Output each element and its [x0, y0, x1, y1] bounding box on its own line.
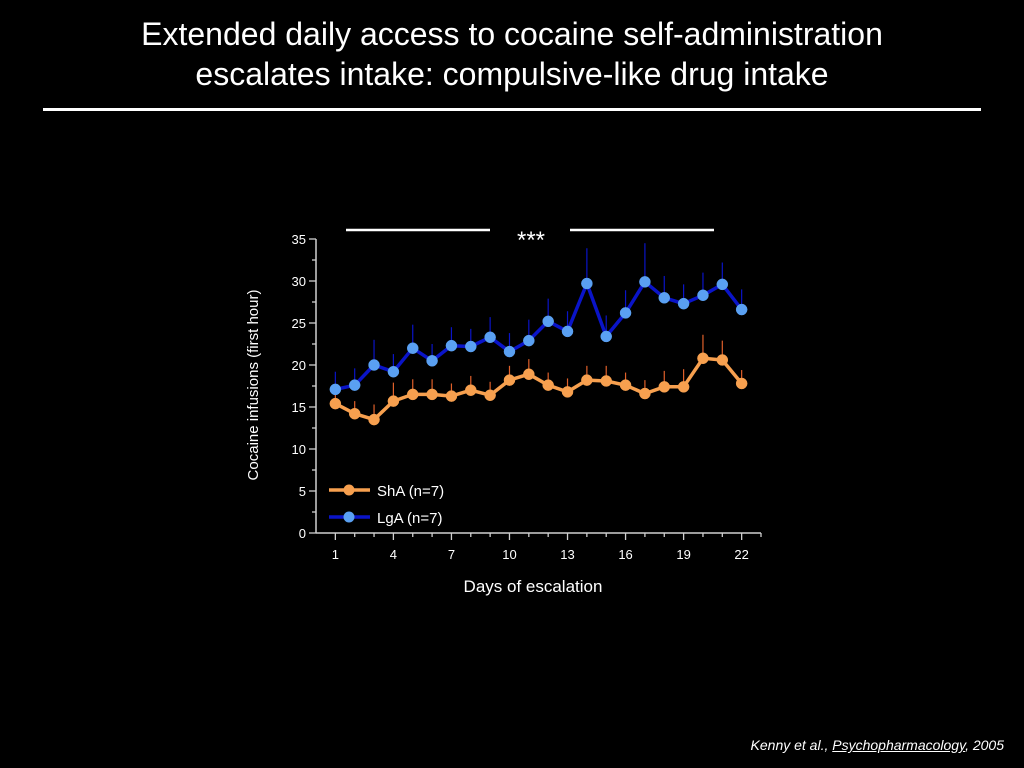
lga-data-point [465, 340, 477, 353]
lga-data-point [735, 303, 748, 316]
slide-title-line-2: escalates intake: compulsive-like drug i… [195, 56, 829, 92]
sha-data-point [348, 407, 361, 420]
lga-data-point [561, 325, 574, 338]
sha-data-point [368, 413, 380, 426]
slide-title-line-1: Extended daily access to cocaine self-ad… [141, 16, 883, 52]
citation-authors: Kenny et al., [750, 737, 833, 753]
y-tick-label: 20 [292, 358, 306, 373]
citation-year: , 2005 [965, 737, 1004, 753]
x-tick-label: 16 [618, 547, 632, 562]
lga-data-point [348, 379, 361, 391]
x-tick-label: 13 [560, 547, 574, 562]
sha-data-point [387, 395, 400, 407]
x-tick-label: 4 [390, 547, 397, 562]
y-tick-label: 0 [299, 526, 306, 541]
title-divider [43, 108, 981, 111]
x-tick-label: 10 [502, 547, 516, 562]
sha-data-point [716, 354, 729, 366]
lga-data-point [387, 365, 400, 378]
sha-data-point [406, 388, 419, 401]
sha-data-point [484, 389, 496, 401]
lga-data-point [658, 292, 671, 304]
lga-data-point [426, 355, 438, 367]
lga-data-point [542, 315, 554, 328]
sha-data-point [600, 375, 612, 387]
lga-data-point [503, 345, 516, 358]
lga-data-point [697, 289, 709, 302]
lga-data-point [329, 383, 342, 396]
sha-data-point [445, 390, 458, 402]
y-tick-label: 5 [299, 484, 306, 499]
y-tick-label: 30 [292, 274, 306, 289]
lga-data-point [600, 330, 612, 343]
y-tick-label: 25 [292, 316, 306, 331]
lga-data-point [581, 277, 593, 290]
sha-data-point [677, 381, 690, 393]
x-tick-label: 19 [676, 547, 690, 562]
y-tick-label: 35 [292, 232, 306, 247]
lga-data-point [677, 297, 690, 310]
sha-data-point [503, 374, 516, 386]
lga-data-point [406, 342, 419, 354]
sha-data-point [523, 368, 535, 380]
lga-series-line [334, 280, 744, 392]
sha-data-point [561, 386, 574, 398]
citation-journal: Psychopharmacology [832, 737, 966, 753]
x-axis-label: Days of escalation [464, 577, 603, 596]
lga-data-point [484, 331, 496, 344]
lga-data-point [639, 276, 651, 288]
lga-data-point [619, 307, 632, 319]
sha-legend-label: ShA (n=7) [377, 483, 444, 500]
lga-legend-label: LgA (n=7) [377, 510, 442, 527]
x-tick-label: 7 [448, 547, 455, 562]
y-axis-label: Cocaine infusions (first hour) [245, 290, 262, 481]
sha-legend-marker [343, 484, 355, 496]
sha-data-point [697, 352, 709, 365]
sha-series-line [334, 356, 744, 422]
lga-data-point [368, 359, 380, 371]
lga-data-point [716, 278, 729, 291]
sha-data-point [658, 381, 671, 393]
lga-data-point [445, 339, 458, 352]
citation: Kenny et al., Psychopharmacology, 2005 [751, 737, 1004, 753]
y-tick-label: 15 [292, 400, 306, 415]
sha-data-point [581, 374, 593, 386]
significance-label: *** [517, 227, 545, 254]
lga-legend-marker [343, 511, 355, 523]
slide-title: Extended daily access to cocaine self-ad… [0, 14, 1024, 94]
sha-data-point [542, 379, 554, 391]
sha-data-point [465, 384, 477, 396]
x-tick-label: 1 [332, 547, 339, 562]
sha-data-point [329, 397, 342, 410]
y-tick-label: 10 [292, 442, 306, 457]
sha-data-point [639, 387, 651, 400]
x-tick-label: 22 [734, 547, 748, 562]
lga-data-point [523, 334, 535, 347]
sha-data-point [735, 377, 748, 390]
sha-data-point [426, 388, 438, 401]
sha-data-point [619, 379, 632, 391]
